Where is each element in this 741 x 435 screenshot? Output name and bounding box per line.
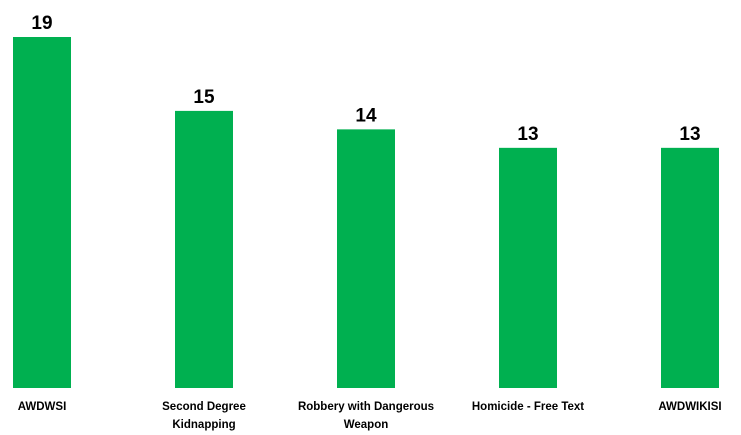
category-label-line: AWDWIKISI (658, 401, 721, 413)
category-labels-group: AWDWSI Second Degree Kidnapping Robbery wit… (18, 401, 722, 431)
bar (661, 147, 719, 388)
category-label: Second Degree Kidnapping (162, 401, 246, 431)
category-label-line: AWDWSI (18, 401, 67, 413)
category-label-line: Homicide - Free Text (472, 401, 584, 413)
category-label: AWDWIKISI (658, 401, 721, 413)
category-label-line: Weapon (344, 419, 389, 431)
data-label: 13 (517, 124, 538, 145)
category-label-line: Second Degree (162, 401, 246, 413)
data-label: 15 (193, 87, 215, 108)
value-labels-group: 19 15 14 13 13 (31, 13, 700, 145)
data-label: 14 (355, 105, 377, 126)
bar (499, 147, 557, 388)
data-label: 13 (679, 124, 700, 145)
bar (175, 110, 233, 388)
category-label-line: Kidnapping (172, 419, 235, 431)
bars-group (13, 37, 719, 389)
category-label-line: Robbery with Dangerous (298, 401, 434, 413)
category-label: Homicide - Free Text (472, 401, 584, 413)
data-label: 19 (31, 13, 52, 34)
bar (337, 129, 395, 389)
category-label: AWDWSI (18, 401, 67, 413)
category-label: Robbery with Dangerous Weapon (298, 401, 434, 431)
bar (13, 37, 71, 388)
